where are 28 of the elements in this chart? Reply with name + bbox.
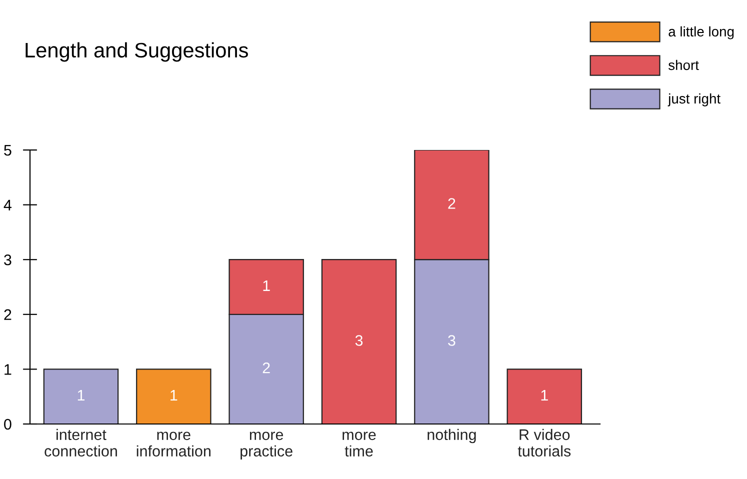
x-tick-label: R video tutorials: [518, 428, 571, 457]
x-tick-label: more information: [136, 432, 210, 457]
data-label: 1: [263, 280, 270, 291]
x-tick-label: internet connection: [44, 428, 117, 457]
data-label: 1: [541, 390, 548, 401]
y-tick-label: 1: [4, 364, 12, 375]
bar: [321, 259, 397, 424]
x-tick-label: more practice: [240, 432, 292, 460]
y-tick-label: 2: [4, 309, 12, 320]
chart-title: Length and Suggestions: [26, 42, 248, 62]
y-tick-label: 0: [4, 418, 12, 430]
data-label: 3: [355, 335, 363, 346]
legend-label: short: [668, 60, 699, 70]
y-tick-label: 4: [4, 200, 12, 210]
bar: [43, 368, 119, 424]
x-tick-label: nothing: [428, 428, 476, 444]
bar: [136, 368, 212, 424]
data-label: 1: [170, 390, 178, 401]
y-tick-label: 3: [4, 254, 12, 266]
data-label: 2: [448, 198, 456, 209]
data-label: 2: [262, 362, 270, 374]
bar: [506, 368, 582, 424]
data-label: 1: [78, 390, 84, 401]
data-label: 3: [448, 335, 456, 346]
y-tick-label: 5: [4, 145, 12, 156]
legend-label: just right: [668, 93, 720, 106]
x-tick-label: more time: [342, 432, 376, 457]
legend-label: a little long: [668, 26, 734, 40]
